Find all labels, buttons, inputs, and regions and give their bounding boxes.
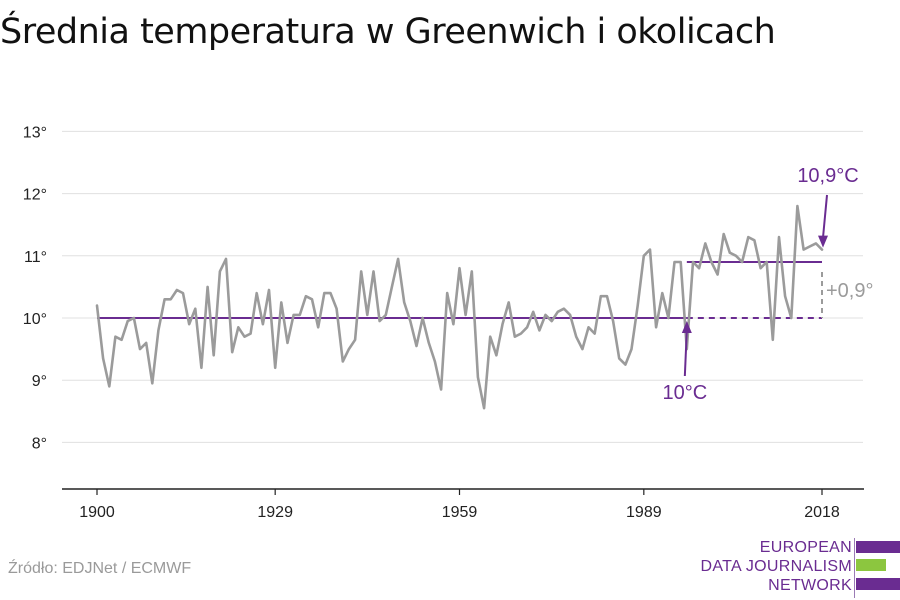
y-tick-label: 8°	[32, 435, 47, 452]
x-axis: 1900 1929 1959 1989 2018	[62, 488, 864, 521]
x-tick-label: 1989	[626, 504, 662, 521]
arrow-10c-head	[681, 321, 692, 333]
annotations: 10°C 10,9°C +0,9°	[662, 165, 873, 404]
source-note: Źródło: EDJNet / ECMWF	[8, 560, 192, 577]
y-axis: 8° 9° 10° 11° 12° 13°	[23, 124, 47, 452]
y-tick-label: 10°	[23, 311, 47, 328]
annotation-109c: 10,9°C	[797, 165, 858, 187]
arrow-10c-shaft	[683, 329, 688, 377]
arrow-109c-shaft	[822, 194, 828, 238]
logo-divider	[854, 538, 855, 598]
x-tick-label: 1900	[79, 504, 115, 521]
y-tick-label: 11°	[24, 249, 47, 266]
annotation-10c: 10°C	[662, 382, 707, 404]
chart-title: Średnia temperatura w Greenwich i okolic…	[0, 12, 776, 52]
y-tick-label: 12°	[23, 187, 47, 204]
logo-bar-bottom	[856, 578, 900, 590]
logo-line-3: NETWORK	[768, 577, 852, 594]
y-tick-label: 9°	[32, 373, 47, 390]
logo-text: EUROPEAN DATA JOURNALISM NETWORK	[701, 538, 852, 595]
logo-bar-top	[856, 541, 900, 553]
y-tick-label: 13°	[23, 124, 47, 141]
logo-bar-middle	[856, 559, 886, 571]
logo-line-1: EUROPEAN	[759, 539, 852, 556]
arrow-109c-head	[818, 235, 828, 248]
x-tick-label: 2018	[804, 504, 840, 521]
annotation-difference: +0,9°	[826, 280, 873, 302]
series	[95, 204, 824, 410]
x-tick-label: 1929	[257, 504, 293, 521]
logo-line-2: DATA JOURNALISM	[700, 558, 852, 575]
x-tick-label: 1959	[442, 504, 478, 521]
edjnet-logo: EUROPEAN DATA JOURNALISM NETWORK	[700, 538, 900, 598]
temperature-line	[95, 204, 824, 410]
